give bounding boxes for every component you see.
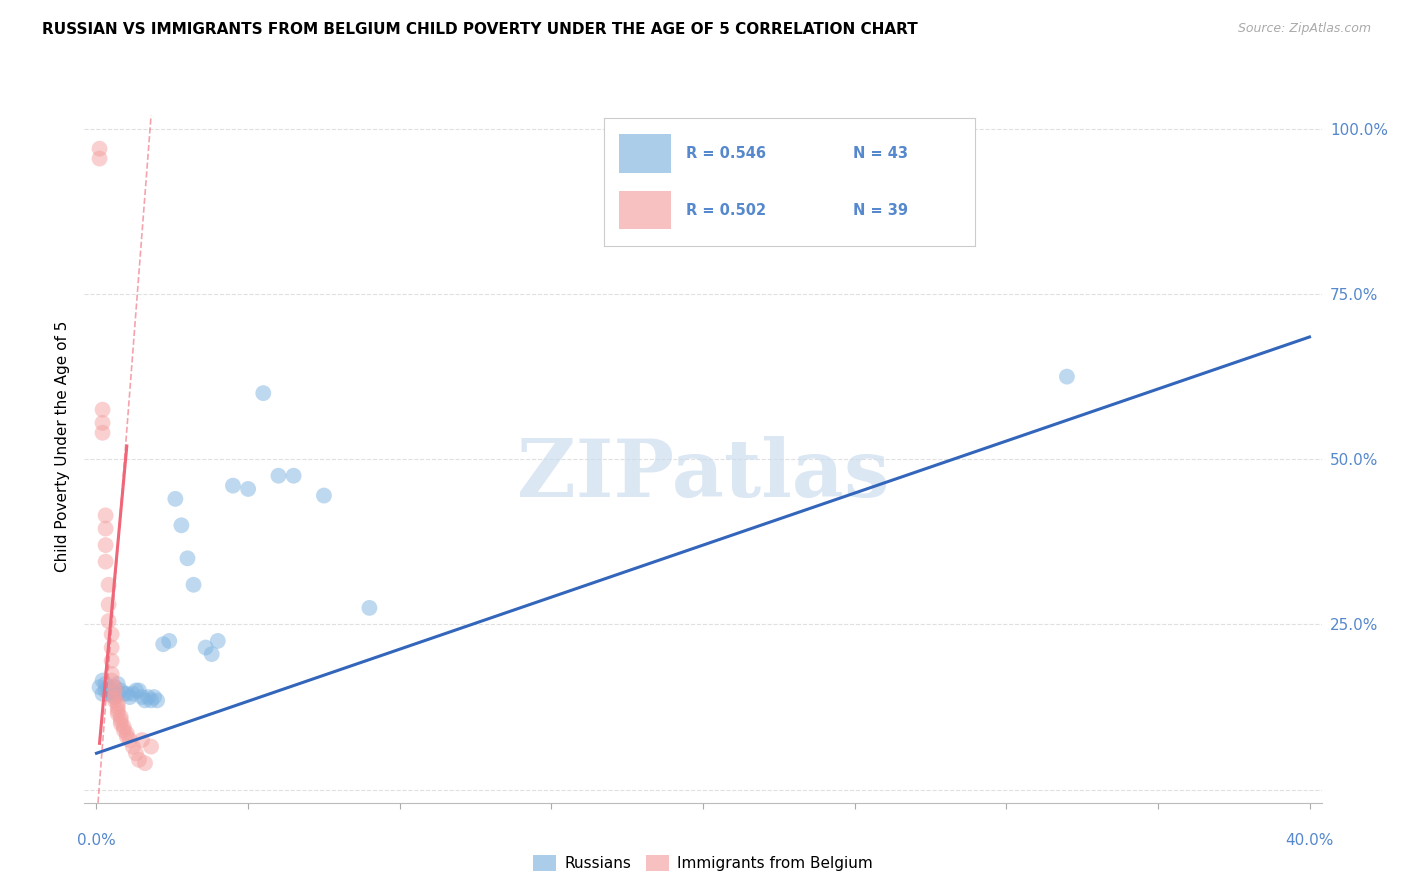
Point xyxy=(100,673,122,688)
Point xyxy=(283,468,305,483)
Point xyxy=(104,680,127,694)
Point xyxy=(136,690,159,704)
Point xyxy=(100,667,122,681)
Point xyxy=(97,614,120,628)
Point xyxy=(122,739,145,754)
Y-axis label: Child Poverty Under the Age of 5: Child Poverty Under the Age of 5 xyxy=(55,320,70,572)
Point xyxy=(100,640,122,655)
Point xyxy=(107,706,129,721)
Point xyxy=(104,690,127,704)
Point xyxy=(91,425,114,440)
Point xyxy=(146,693,169,707)
Point xyxy=(107,697,129,711)
Point xyxy=(97,578,120,592)
Point xyxy=(110,710,132,724)
Point xyxy=(139,693,162,707)
Point xyxy=(222,478,245,492)
Point xyxy=(115,687,138,701)
Point xyxy=(94,683,117,698)
Point xyxy=(252,386,274,401)
Point xyxy=(100,654,122,668)
Point xyxy=(1056,369,1078,384)
Point xyxy=(201,647,224,661)
Text: Source: ZipAtlas.com: Source: ZipAtlas.com xyxy=(1237,22,1371,36)
Legend: Russians, Immigrants from Belgium: Russians, Immigrants from Belgium xyxy=(527,849,879,877)
Point xyxy=(89,152,111,166)
Point xyxy=(100,627,122,641)
Point xyxy=(91,402,114,417)
Point xyxy=(139,739,162,754)
Point xyxy=(125,683,148,698)
Point xyxy=(125,746,148,760)
Point xyxy=(112,687,135,701)
Text: RUSSIAN VS IMMIGRANTS FROM BELGIUM CHILD POVERTY UNDER THE AGE OF 5 CORRELATION : RUSSIAN VS IMMIGRANTS FROM BELGIUM CHILD… xyxy=(42,22,918,37)
Point xyxy=(115,726,138,740)
Point xyxy=(143,690,166,704)
Point xyxy=(89,142,111,156)
Point xyxy=(176,551,198,566)
Point xyxy=(134,693,156,707)
Point xyxy=(267,468,290,483)
Text: 40.0%: 40.0% xyxy=(1285,832,1334,847)
Point xyxy=(100,687,122,701)
Point xyxy=(97,687,120,701)
Point xyxy=(170,518,193,533)
Point xyxy=(157,634,180,648)
Point xyxy=(104,693,127,707)
Point xyxy=(104,690,127,704)
Point xyxy=(110,713,132,727)
Point xyxy=(207,634,229,648)
Point xyxy=(183,578,205,592)
Point xyxy=(128,753,150,767)
Point xyxy=(94,508,117,523)
Point xyxy=(107,687,129,701)
Point xyxy=(112,723,135,738)
Point xyxy=(94,677,117,691)
Point xyxy=(118,733,141,747)
Point xyxy=(94,522,117,536)
Point xyxy=(107,700,129,714)
Point xyxy=(110,683,132,698)
Point xyxy=(107,703,129,717)
Point xyxy=(94,538,117,552)
Point xyxy=(97,680,120,694)
Point xyxy=(131,690,153,704)
Point xyxy=(118,690,141,704)
Point xyxy=(112,720,135,734)
Point xyxy=(100,683,122,698)
Point xyxy=(94,555,117,569)
Point xyxy=(91,673,114,688)
Point xyxy=(91,687,114,701)
Point xyxy=(312,489,335,503)
Point xyxy=(128,683,150,698)
Point xyxy=(97,598,120,612)
Point xyxy=(122,687,145,701)
Point xyxy=(91,416,114,430)
Point xyxy=(134,756,156,771)
Point xyxy=(104,680,127,694)
Point xyxy=(110,716,132,731)
Point xyxy=(131,733,153,747)
Text: 0.0%: 0.0% xyxy=(77,832,115,847)
Point xyxy=(152,637,174,651)
Point xyxy=(107,677,129,691)
Text: ZIPatlas: ZIPatlas xyxy=(517,435,889,514)
Point xyxy=(89,680,111,694)
Point xyxy=(359,600,381,615)
Point xyxy=(115,730,138,744)
Point xyxy=(236,482,259,496)
Point xyxy=(165,491,187,506)
Point xyxy=(194,640,217,655)
Point xyxy=(104,683,127,698)
